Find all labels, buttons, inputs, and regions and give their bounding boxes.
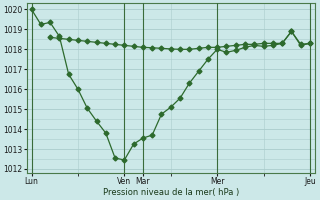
X-axis label: Pression niveau de la mer( hPa ): Pression niveau de la mer( hPa ) <box>103 188 239 197</box>
